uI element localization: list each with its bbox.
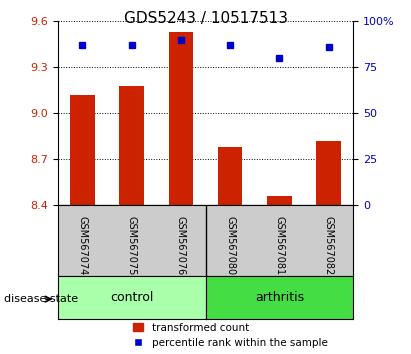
Text: GSM567076: GSM567076 (176, 216, 186, 275)
Text: control: control (110, 291, 153, 304)
Text: disease state: disease state (4, 294, 78, 304)
Bar (169, 32, 193, 205)
Bar (218, 147, 242, 205)
Text: GSM567074: GSM567074 (77, 216, 87, 275)
Text: GSM567082: GSM567082 (324, 216, 334, 275)
Bar (267, 196, 292, 205)
Bar (70, 95, 95, 205)
Text: arthritis: arthritis (255, 291, 304, 304)
Text: GSM567075: GSM567075 (127, 216, 136, 275)
Text: GSM567080: GSM567080 (225, 216, 235, 275)
Text: GDS5243 / 10517513: GDS5243 / 10517513 (123, 11, 288, 25)
Bar (316, 141, 341, 205)
Text: GSM567081: GSM567081 (275, 216, 284, 275)
Legend: transformed count, percentile rank within the sample: transformed count, percentile rank withi… (129, 319, 332, 352)
Bar (119, 86, 144, 205)
